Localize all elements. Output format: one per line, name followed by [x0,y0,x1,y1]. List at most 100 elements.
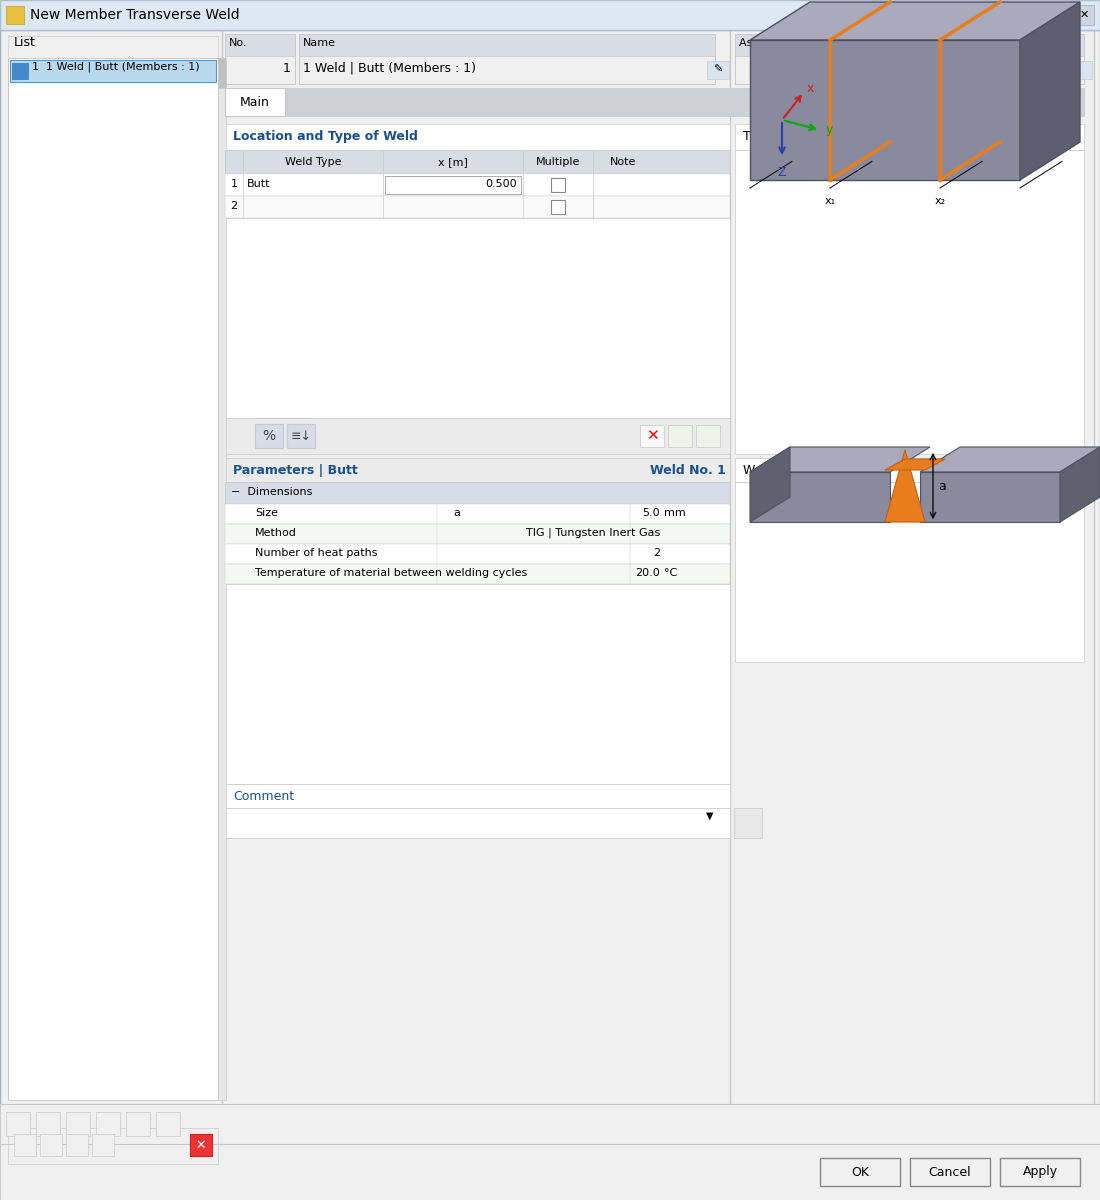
Text: ≡↓: ≡↓ [290,430,311,443]
Bar [226,196,730,218]
Bar [226,808,730,838]
Bar [0,1144,1100,1200]
Bar [190,1134,212,1156]
Bar [707,61,729,79]
Text: x [m]: x [m] [438,157,468,167]
Text: 1: 1 [761,62,769,74]
Bar [0,1104,1100,1144]
Bar [734,808,762,838]
Bar [226,784,730,808]
Text: Apply: Apply [1022,1165,1057,1178]
Text: OK: OK [851,1165,869,1178]
Bar [218,58,226,1100]
Text: 2: 2 [230,200,238,211]
Bar [10,60,216,82]
Text: Parameters | Butt: Parameters | Butt [233,464,358,476]
Text: %: % [263,428,276,443]
Bar [226,564,730,584]
Text: y: y [826,124,834,137]
Bar [226,88,285,116]
Bar [299,34,715,84]
Text: List: List [14,36,36,49]
Text: Weld No. 1: Weld No. 1 [650,464,726,476]
Polygon shape [750,2,1080,40]
Bar [299,34,715,56]
Text: Multiple: Multiple [536,157,580,167]
Bar [8,36,218,58]
Text: Z: Z [778,166,786,179]
Polygon shape [750,472,890,522]
Text: 1 Weld | Butt (Members : 1): 1 Weld | Butt (Members : 1) [302,62,476,74]
Polygon shape [920,446,1100,472]
Bar [1000,1158,1080,1186]
Text: New Member Transverse Weld: New Member Transverse Weld [30,8,240,22]
Text: Number of heat paths: Number of heat paths [255,548,377,558]
Polygon shape [750,446,930,472]
Text: Method: Method [255,528,297,538]
Text: ✕: ✕ [646,428,659,444]
Text: a: a [453,508,461,518]
Text: Location and Type of Weld: Location and Type of Weld [233,130,418,143]
Text: 20.0: 20.0 [636,568,660,578]
Polygon shape [1020,2,1080,180]
Bar [14,1134,36,1156]
Text: x₂: x₂ [934,196,946,206]
Bar [226,218,730,418]
Bar [226,584,730,784]
Text: □: □ [1053,10,1064,20]
Bar [735,150,1084,454]
Polygon shape [920,472,1060,522]
Bar [735,458,1084,482]
Bar [12,62,28,79]
Text: Temperature of material between welding cycles: Temperature of material between welding … [255,568,527,578]
Bar [226,524,730,544]
Bar [735,124,1084,150]
Bar [735,482,1084,662]
Bar [735,34,1084,56]
Text: Weld Type: Weld Type [285,157,341,167]
Text: Comment: Comment [233,790,294,803]
Bar [551,200,565,214]
Bar [1048,5,1068,25]
Text: 1: 1 [283,62,292,74]
Text: Size: Size [255,508,278,518]
Bar [1074,5,1094,25]
Bar [226,458,730,482]
Text: Main: Main [240,96,270,108]
Text: −  Dimensions: − Dimensions [231,487,312,497]
Bar [126,1112,150,1136]
Text: ✕: ✕ [1079,10,1089,20]
Polygon shape [750,446,790,522]
Bar [226,150,730,174]
Polygon shape [750,40,1020,180]
Bar [66,1112,90,1136]
Bar [226,34,295,84]
Bar [226,34,295,56]
Bar [287,424,315,448]
Bar [226,504,730,524]
Text: Cancel: Cancel [928,1165,971,1178]
Polygon shape [1060,446,1100,522]
Bar [820,1158,900,1186]
Polygon shape [886,450,925,522]
Bar [735,34,1084,84]
Text: No.: No. [229,38,248,48]
Bar [696,425,720,446]
Text: 2: 2 [653,548,660,558]
Bar [218,58,226,88]
Bar [156,1112,180,1136]
Text: 0.500: 0.500 [485,179,517,188]
Bar [910,1158,990,1186]
Text: Transverse Welds: Transverse Welds [742,130,852,143]
Text: mm: mm [664,508,685,518]
Text: Butt: Butt [248,179,271,188]
Text: Assigned to: Assigned to [739,38,804,48]
Bar [6,1112,30,1136]
Bar [385,176,521,194]
Bar [668,425,692,446]
Text: x: x [807,82,814,95]
Bar [226,88,1084,116]
Text: 1  1 Weld | Butt (Members : 1): 1 1 Weld | Butt (Members : 1) [32,62,199,72]
Bar [66,1134,88,1156]
Text: Note: Note [609,157,636,167]
